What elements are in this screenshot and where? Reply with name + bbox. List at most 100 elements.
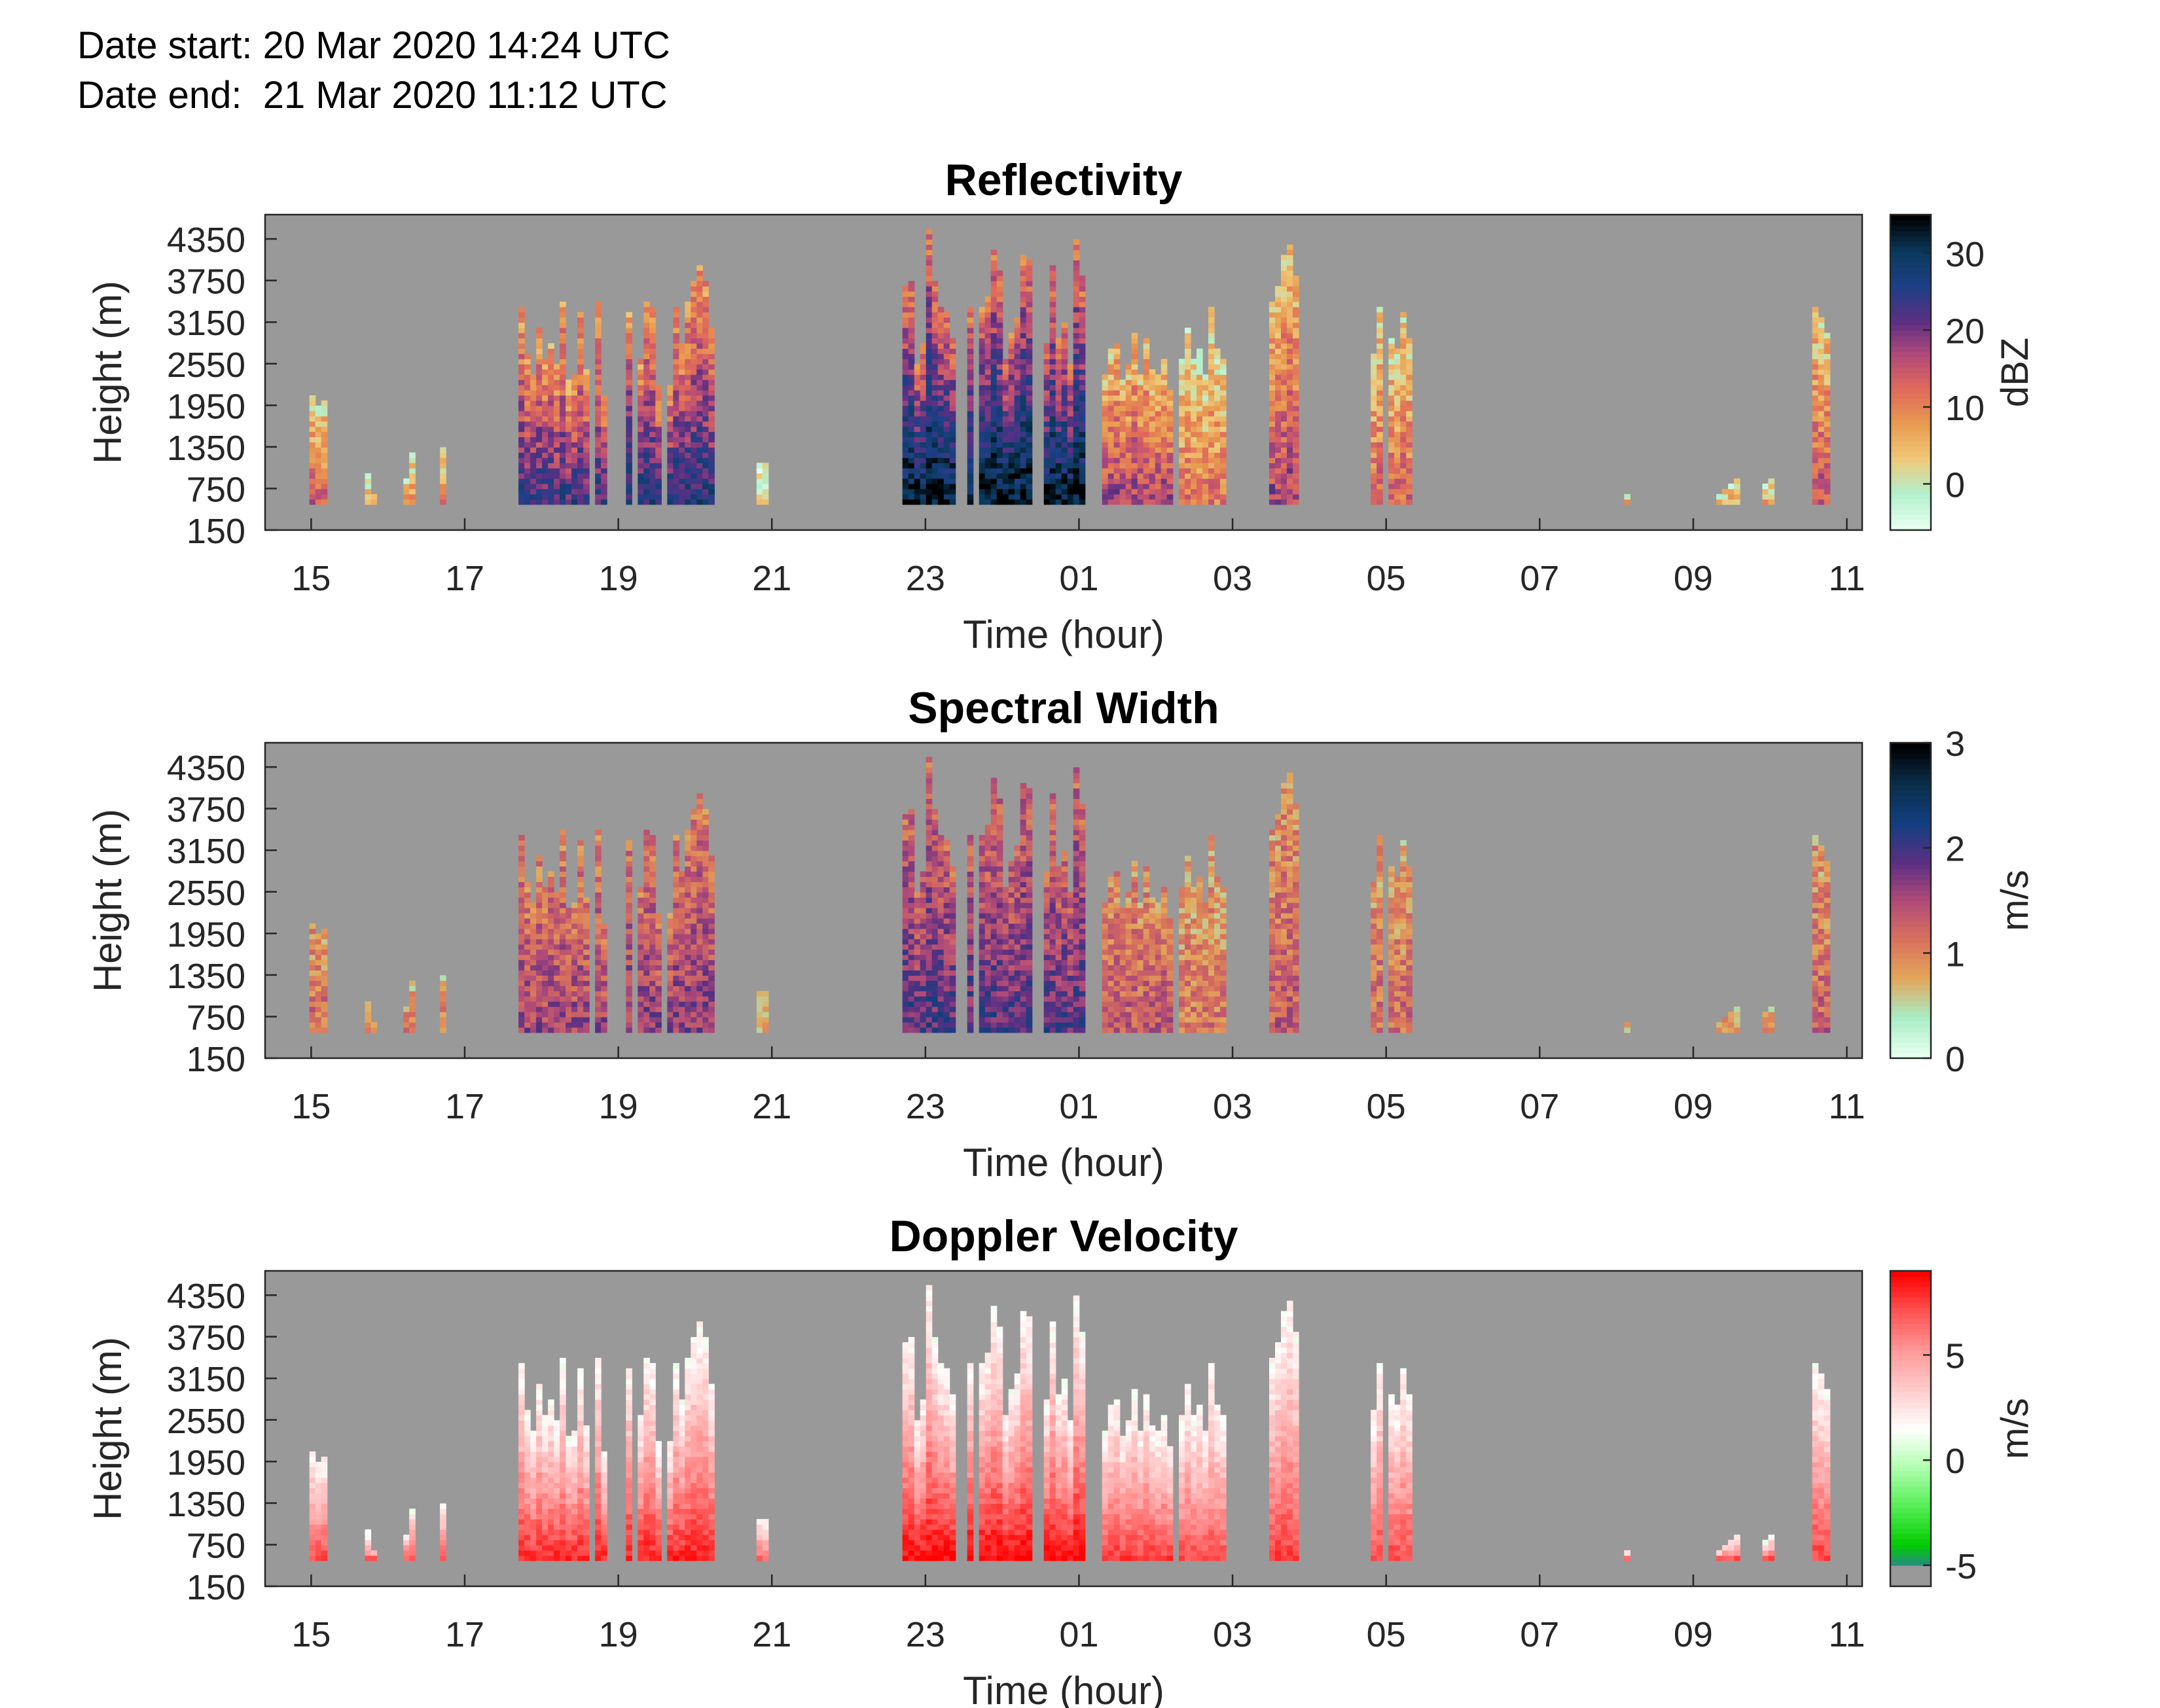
echo-cell bbox=[1043, 353, 1051, 359]
echo-cell bbox=[1125, 364, 1132, 370]
echo-cell bbox=[990, 861, 998, 867]
echo-cell bbox=[1020, 804, 1027, 810]
echo-cell bbox=[626, 902, 632, 908]
echo-cell bbox=[1287, 421, 1293, 427]
echo-cell bbox=[1275, 416, 1282, 422]
echo-cell bbox=[1214, 410, 1221, 417]
echo-cell bbox=[524, 478, 531, 484]
echo-cell bbox=[1394, 421, 1401, 427]
echo-cell bbox=[518, 405, 525, 412]
echo-cell bbox=[1008, 933, 1015, 940]
echo-cell bbox=[1014, 975, 1021, 981]
echo-cell bbox=[1079, 296, 1086, 302]
echo-cell bbox=[1020, 902, 1027, 908]
echo-cell bbox=[762, 1006, 769, 1012]
echo-cell bbox=[1020, 783, 1027, 789]
echo-cell bbox=[1293, 463, 1299, 469]
echo-cell bbox=[979, 359, 986, 365]
echo-cell bbox=[1371, 395, 1377, 401]
echo-cell bbox=[560, 876, 566, 882]
echo-cell bbox=[536, 343, 543, 349]
echo-cell bbox=[920, 431, 927, 438]
echo-cell bbox=[530, 421, 537, 427]
echo-cell bbox=[1014, 1006, 1021, 1012]
echo-cell bbox=[1214, 426, 1221, 433]
echo-cell bbox=[1008, 400, 1015, 406]
echo-cell bbox=[943, 970, 950, 976]
echo-cell bbox=[1275, 447, 1282, 453]
echo-cell bbox=[920, 452, 927, 458]
echo-cell bbox=[1137, 442, 1144, 448]
echo-cell bbox=[696, 1027, 703, 1033]
echo-cell bbox=[1107, 426, 1115, 433]
echo-cell bbox=[1119, 416, 1126, 422]
echo-cell bbox=[685, 317, 691, 323]
echo-cell bbox=[601, 489, 607, 495]
echo-cell bbox=[685, 866, 691, 872]
echo-cell bbox=[577, 866, 584, 872]
echo-cell bbox=[679, 499, 685, 505]
echo-cell bbox=[908, 845, 915, 851]
echo-cell bbox=[1197, 426, 1203, 433]
echo-cell bbox=[1824, 348, 1831, 354]
echo-cell bbox=[1113, 473, 1121, 479]
echo-cell bbox=[1107, 473, 1115, 479]
echo-cell bbox=[949, 928, 956, 934]
echo-cell bbox=[1143, 499, 1150, 505]
echo-cell bbox=[530, 385, 537, 391]
colorbar-step bbox=[1890, 461, 1931, 468]
echo-cell bbox=[601, 975, 607, 981]
echo-cell bbox=[321, 975, 328, 981]
echo-cell bbox=[1161, 410, 1168, 417]
echo-cell bbox=[1020, 281, 1027, 287]
echo-cell bbox=[1079, 343, 1086, 349]
echo-cell bbox=[679, 991, 685, 997]
colorbar-step bbox=[1890, 383, 1931, 389]
echo-cell bbox=[1026, 276, 1033, 281]
echo-cell bbox=[1824, 385, 1831, 391]
echo-cell bbox=[1406, 369, 1413, 375]
echo-cell bbox=[984, 980, 992, 986]
echo-cell bbox=[691, 944, 697, 950]
echo-cell bbox=[685, 840, 691, 846]
echo-cell bbox=[1293, 364, 1299, 370]
echo-cell bbox=[601, 923, 607, 929]
echo-cell bbox=[679, 1027, 685, 1033]
echo-cell bbox=[638, 913, 644, 919]
echo-cell bbox=[409, 1006, 416, 1012]
echo-cell bbox=[536, 996, 543, 1002]
echo-cell bbox=[1073, 416, 1080, 422]
echo-cell bbox=[638, 918, 644, 924]
echo-cell bbox=[626, 1017, 632, 1023]
echo-cell bbox=[702, 866, 709, 872]
echo-cell bbox=[667, 965, 674, 970]
echo-cell bbox=[696, 829, 703, 836]
echo-cell bbox=[1388, 426, 1395, 433]
echo-cell bbox=[1026, 311, 1033, 318]
echo-cell bbox=[920, 473, 927, 479]
echo-cell bbox=[926, 270, 933, 276]
echo-cell bbox=[696, 970, 703, 976]
echo-cell bbox=[595, 944, 602, 950]
echo-cell bbox=[1107, 489, 1115, 495]
echo-cell bbox=[708, 426, 715, 433]
echo-cell bbox=[536, 913, 543, 919]
echo-cell bbox=[524, 447, 531, 453]
echo-cell bbox=[638, 933, 644, 940]
echo-cell bbox=[601, 468, 607, 474]
echo-cell bbox=[685, 986, 691, 991]
echo-cell bbox=[577, 473, 584, 479]
echo-cell bbox=[1107, 364, 1115, 370]
echo-cell bbox=[595, 431, 602, 438]
echo-cell bbox=[315, 431, 322, 438]
echo-cell bbox=[1191, 442, 1197, 448]
echo-cell bbox=[1073, 493, 1080, 500]
echo-cell bbox=[548, 447, 554, 453]
echo-cell bbox=[702, 395, 709, 401]
echo-cell bbox=[996, 296, 1003, 302]
echo-cell bbox=[696, 317, 703, 323]
echo-cell bbox=[1131, 353, 1138, 359]
echo-cell bbox=[595, 369, 602, 375]
echo-cell bbox=[1208, 380, 1215, 385]
echo-cell bbox=[1287, 281, 1293, 287]
